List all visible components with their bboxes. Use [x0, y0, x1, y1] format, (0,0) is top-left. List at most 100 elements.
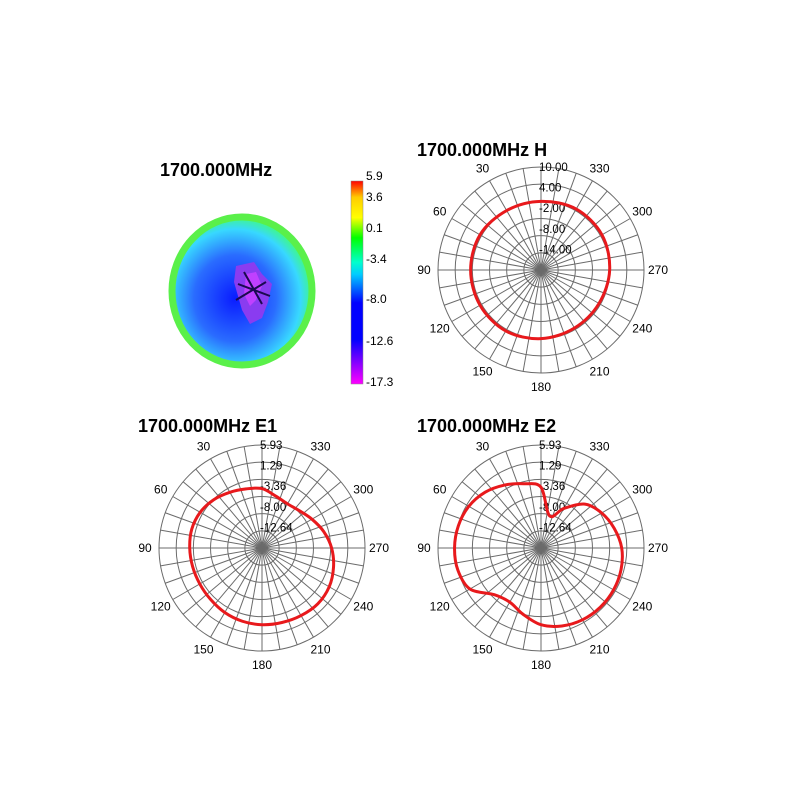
polar-e1-spoke	[261, 547, 298, 645]
polar-e2-spoke	[540, 451, 577, 549]
polar-e1-pattern-trace	[188, 486, 336, 627]
polar-e1-radial-label: -3.36	[260, 481, 286, 493]
polar-e2-angle-label: 90	[417, 541, 431, 555]
polar-e2-angle-label: 60	[433, 483, 447, 497]
polar-h-spoke	[505, 173, 542, 271]
polar-e1-radial-label: 5.93	[260, 440, 282, 452]
colorbar	[350, 180, 364, 385]
polar-h-angle-label: 60	[433, 205, 447, 219]
polar-h-radial-label: 4.00	[539, 183, 561, 195]
polar-e2-spoke	[461, 481, 542, 549]
polar-e1-angle-label: 60	[154, 483, 168, 497]
colorbar-label-3: -3.4	[366, 252, 387, 266]
polar-e2-spoke	[540, 547, 608, 628]
heatmap-outer-rim	[168, 213, 316, 369]
polar-e1-spoke	[261, 547, 281, 650]
polar-e2-angle-label: 150	[472, 642, 492, 656]
polar-e2-spoke	[540, 547, 643, 567]
polar-e2-title: 1700.000MHz E2	[417, 416, 556, 436]
polar-e2-spoke	[540, 547, 560, 650]
polar-e2-spoke	[522, 446, 542, 549]
polar-e1-spoke	[261, 547, 329, 628]
polar-h-spoke	[505, 269, 542, 367]
polar-e1-angle-label: 300	[353, 483, 373, 497]
polar-e1-spoke	[261, 547, 314, 638]
heatmap-null-streaks	[235, 271, 271, 305]
polar-e1-spoke	[172, 547, 263, 600]
polar-e2-radial-label: -3.36	[539, 481, 565, 493]
polar-e2-spoke	[540, 512, 638, 549]
polar-e1-angle-label: 240	[353, 600, 373, 614]
polar-h-pattern-trace	[469, 199, 612, 341]
polar-e1-spoke	[182, 481, 263, 549]
polar-h-spoke	[540, 190, 608, 271]
polar-e1-angle-label: 180	[252, 658, 272, 672]
polar-e2-spoke	[540, 547, 638, 584]
polar-h-angle-label: 330	[589, 162, 609, 176]
polar-h-radial-label: -8.00	[539, 224, 565, 236]
polar-h-spoke	[439, 251, 542, 271]
polar-h-spoke	[540, 218, 631, 271]
polar-e2-spoke	[540, 496, 631, 549]
polar-e1-spoke	[243, 446, 263, 549]
polar-e1-spoke	[243, 547, 263, 650]
polar-e2-spoke	[540, 446, 560, 549]
polar-e1-spoke	[261, 547, 342, 615]
polar-h-spoke	[522, 269, 542, 372]
polar-e2-spoke	[451, 496, 542, 549]
polar-h-spoke	[489, 269, 542, 360]
polar-h-spoke	[474, 269, 542, 350]
colorbar-label-2: 0.1	[366, 221, 383, 235]
polar-e1-spoke	[210, 547, 263, 638]
polar-h-spoke	[474, 190, 542, 271]
polar-e1-spoke	[210, 458, 263, 549]
polar-h-angle-label: 300	[632, 205, 652, 219]
polar-e1-angle-label: 30	[197, 440, 211, 454]
polar-h-spoke	[540, 269, 577, 367]
polar-e2-angle-label: 300	[632, 483, 652, 497]
polar-e2-spoke	[522, 547, 542, 650]
polar-h-spoke	[439, 269, 542, 289]
heatmap-panel: 1700.000MHz 5.9 3.6 0.1 -3.4 -8.0 -12.6 …	[160, 160, 394, 389]
polar-e2-angle-label: 240	[632, 600, 652, 614]
polar-e1-angle-label: 90	[138, 541, 152, 555]
polar-e2-radial-label: -12.64	[539, 522, 572, 534]
polar-e2-radial-label: -8.00	[539, 502, 565, 514]
polar-h-spoke	[489, 180, 542, 271]
polar-e2-spoke	[540, 481, 621, 549]
polar-panel-h: 30 60 90 120 150 180 210 240 270 300 330 10.00 4.00 -…	[417, 140, 668, 394]
polar-h-angle-label: 30	[476, 162, 490, 176]
polar-h-angle-label: 150	[472, 364, 492, 378]
polar-h-spoke	[522, 168, 542, 271]
polar-e1-angle-label: 150	[193, 642, 213, 656]
polar-e1-spoke	[261, 446, 281, 549]
polar-e2-angle-label: 30	[476, 440, 490, 454]
polar-e1-spoke	[261, 481, 342, 549]
polar-e1-title: 1700.000MHz E1	[138, 416, 277, 436]
polar-e2-spoke	[489, 458, 542, 549]
colorbar-label-4: -8.0	[366, 292, 387, 306]
polar-e2-radial-label: 5.93	[539, 440, 561, 452]
polar-e1-spoke	[261, 547, 359, 584]
heatmap-title: 1700.000MHz	[160, 160, 272, 180]
polar-e2-radial-label: 1.29	[539, 461, 561, 473]
polar-h-spoke	[540, 269, 621, 337]
polar-h-spoke	[444, 269, 542, 306]
polar-e1-angle-label: 330	[310, 440, 330, 454]
polar-h-angle-label: 270	[648, 263, 668, 277]
colorbar-label-6: -17.3	[366, 375, 394, 389]
polar-h-spoke	[451, 269, 542, 322]
polar-h-spoke	[540, 269, 643, 289]
polar-e1-spoke	[261, 512, 359, 549]
polar-e1-spoke	[261, 529, 364, 549]
polar-e1-spoke	[226, 451, 263, 549]
polar-e1-radial-label: -8.00	[260, 502, 286, 514]
polar-e1-spoke	[261, 547, 352, 600]
polar-h-spoke	[540, 251, 643, 271]
polar-h-spoke	[540, 269, 631, 322]
polar-h-angle-label: 90	[417, 263, 431, 277]
polar-e2-spoke	[505, 451, 542, 549]
polar-e1-spoke	[165, 547, 263, 584]
polar-e2-pattern-trace	[453, 482, 624, 628]
polar-e1-angle-label: 210	[310, 642, 330, 656]
